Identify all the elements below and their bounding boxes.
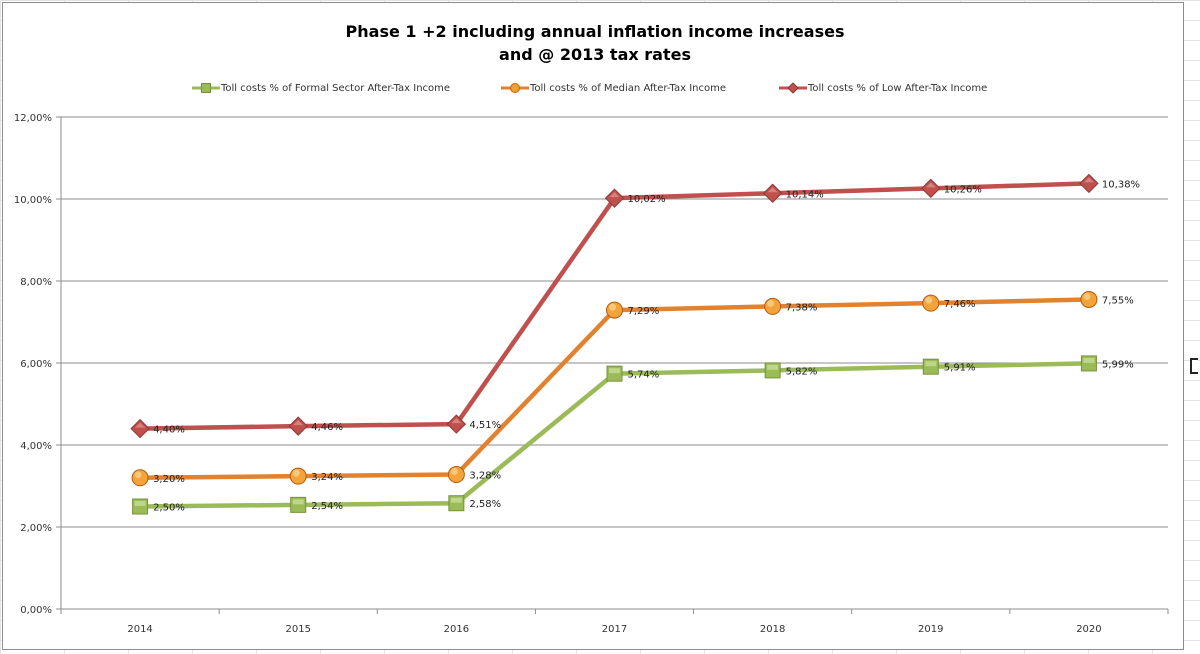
data-point-highlight [451, 418, 462, 424]
data-label: 4,46% [311, 422, 343, 433]
y-tick-label: 10,00% [14, 195, 52, 206]
data-point-highlight [292, 499, 304, 505]
y-tick-label: 6,00% [20, 359, 52, 370]
data-point-diamond [288, 416, 308, 436]
data-point-highlight [925, 296, 933, 304]
data-label: 7,46% [944, 299, 976, 310]
data-point-highlight [293, 420, 304, 426]
data-point-highlight [925, 361, 937, 367]
data-point-diamond [762, 183, 783, 203]
data-point-highlight [767, 299, 775, 307]
data-label: 3,28% [469, 471, 501, 482]
data-label: 10,14% [786, 189, 824, 200]
data-point-diamond [1079, 173, 1099, 194]
series-line-circle [137, 297, 1092, 481]
data-point-highlight [609, 368, 620, 374]
data-label: 5,74% [628, 370, 660, 381]
legend-red-diamond-marker-icon [779, 82, 807, 94]
data-label: 3,24% [311, 472, 343, 483]
data-point-diamond [446, 414, 467, 434]
data-point-highlight [767, 364, 779, 370]
chart-title-line-1: Phase 1 +2 including annual inflation in… [345, 22, 845, 41]
legend-label-median: Toll costs % of Median After-Tax Income [530, 82, 726, 94]
data-label: 7,29% [628, 306, 660, 317]
y-tick-label: 12,00% [14, 113, 52, 124]
legend-item-formal-sector: Toll costs % of Formal Sector After-Tax … [192, 82, 450, 94]
legend-label-low: Toll costs % of Low After-Tax Income [808, 82, 988, 94]
series-line-square [137, 361, 1092, 509]
data-point-highlight [450, 468, 458, 476]
legend-label-formal-sector: Toll costs % of Formal Sector After-Tax … [221, 82, 451, 94]
chart-resize-handle[interactable] [1190, 358, 1198, 374]
x-tick-label: 2015 [285, 624, 310, 635]
chart-legend: Toll costs % of Formal Sector After-Tax … [0, 82, 1190, 102]
y-tick-label: 2,00% [20, 523, 52, 534]
data-point-highlight [1083, 357, 1095, 363]
x-tick-label: 2020 [1076, 624, 1101, 635]
x-tick-label: 2018 [760, 624, 785, 635]
x-tick-label: 2019 [918, 624, 943, 635]
data-label: 4,40% [153, 425, 185, 436]
chart-title-line-2: and @ 2013 tax rates [499, 45, 691, 64]
legend-item-low: Toll costs % of Low After-Tax Income [779, 82, 987, 94]
data-label: 7,38% [786, 302, 818, 313]
data-point-highlight [1083, 177, 1094, 183]
data-point-highlight [925, 182, 936, 188]
data-label: 7,55% [1102, 295, 1134, 306]
data-label: 2,54% [311, 501, 343, 512]
data-label: 5,82% [786, 366, 818, 377]
data-point-highlight [134, 501, 146, 506]
data-label: 10,38% [1102, 179, 1140, 190]
x-tick-label: 2014 [127, 624, 152, 635]
x-tick-label: 2016 [444, 624, 469, 635]
data-point-highlight [767, 187, 778, 193]
y-tick-label: 0,00% [20, 605, 52, 616]
data-label: 4,51% [469, 420, 501, 431]
data-point-highlight [609, 303, 616, 311]
data-point-diamond [921, 178, 941, 199]
data-point-highlight [1083, 292, 1091, 300]
data-point-highlight [609, 192, 620, 198]
data-point-highlight [135, 422, 146, 428]
data-point-highlight [292, 469, 300, 477]
data-label: 2,58% [469, 499, 501, 510]
data-label: 5,99% [1102, 359, 1134, 370]
data-label: 2,50% [153, 503, 185, 514]
data-label: 10,26% [944, 184, 982, 195]
data-point-highlight [134, 471, 142, 479]
data-label: 10,02% [628, 194, 666, 205]
data-label: 5,91% [944, 363, 976, 374]
data-point-diamond [130, 418, 150, 439]
x-tick-label: 2017 [602, 624, 627, 635]
y-tick-label: 4,00% [20, 441, 52, 452]
data-point-highlight [450, 497, 462, 503]
y-tick-label: 8,00% [20, 277, 52, 288]
data-label: 3,20% [153, 474, 185, 485]
legend-item-median: Toll costs % of Median After-Tax Income [501, 82, 726, 94]
data-point-diamond [604, 188, 625, 208]
chart-area[interactable] [2, 2, 1184, 650]
legend-green-square-marker-icon [192, 83, 220, 93]
legend-orange-circle-marker-icon [501, 83, 529, 93]
chart-title: Phase 1 +2 including annual inflation in… [0, 20, 1190, 66]
